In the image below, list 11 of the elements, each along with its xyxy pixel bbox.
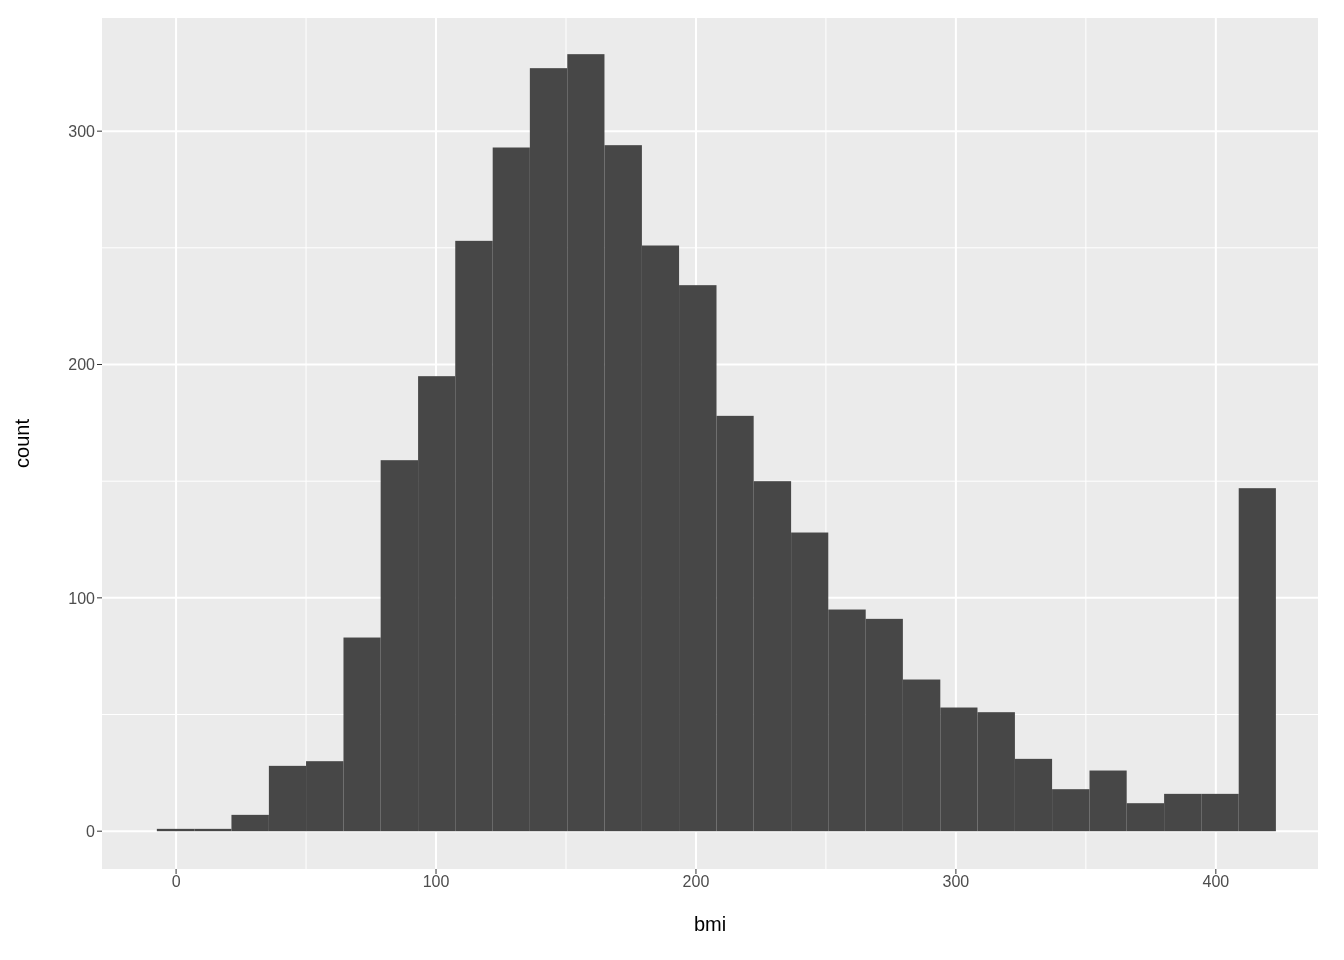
x-axis-title: bmi [693,913,727,935]
x-tick-label: 100 [422,873,450,891]
y-axis-title: count [11,418,34,468]
x-tick-label: 200 [682,873,710,891]
x-tick-label: 400 [1202,873,1230,891]
y-tick-label: 100 [68,589,96,607]
y-tick-label: 300 [68,122,96,140]
y-tick-label: 200 [68,356,96,374]
x-tick-label: 0 [171,873,181,891]
y-tick-label: 0 [86,822,96,840]
x-tick-label: 300 [942,873,970,891]
